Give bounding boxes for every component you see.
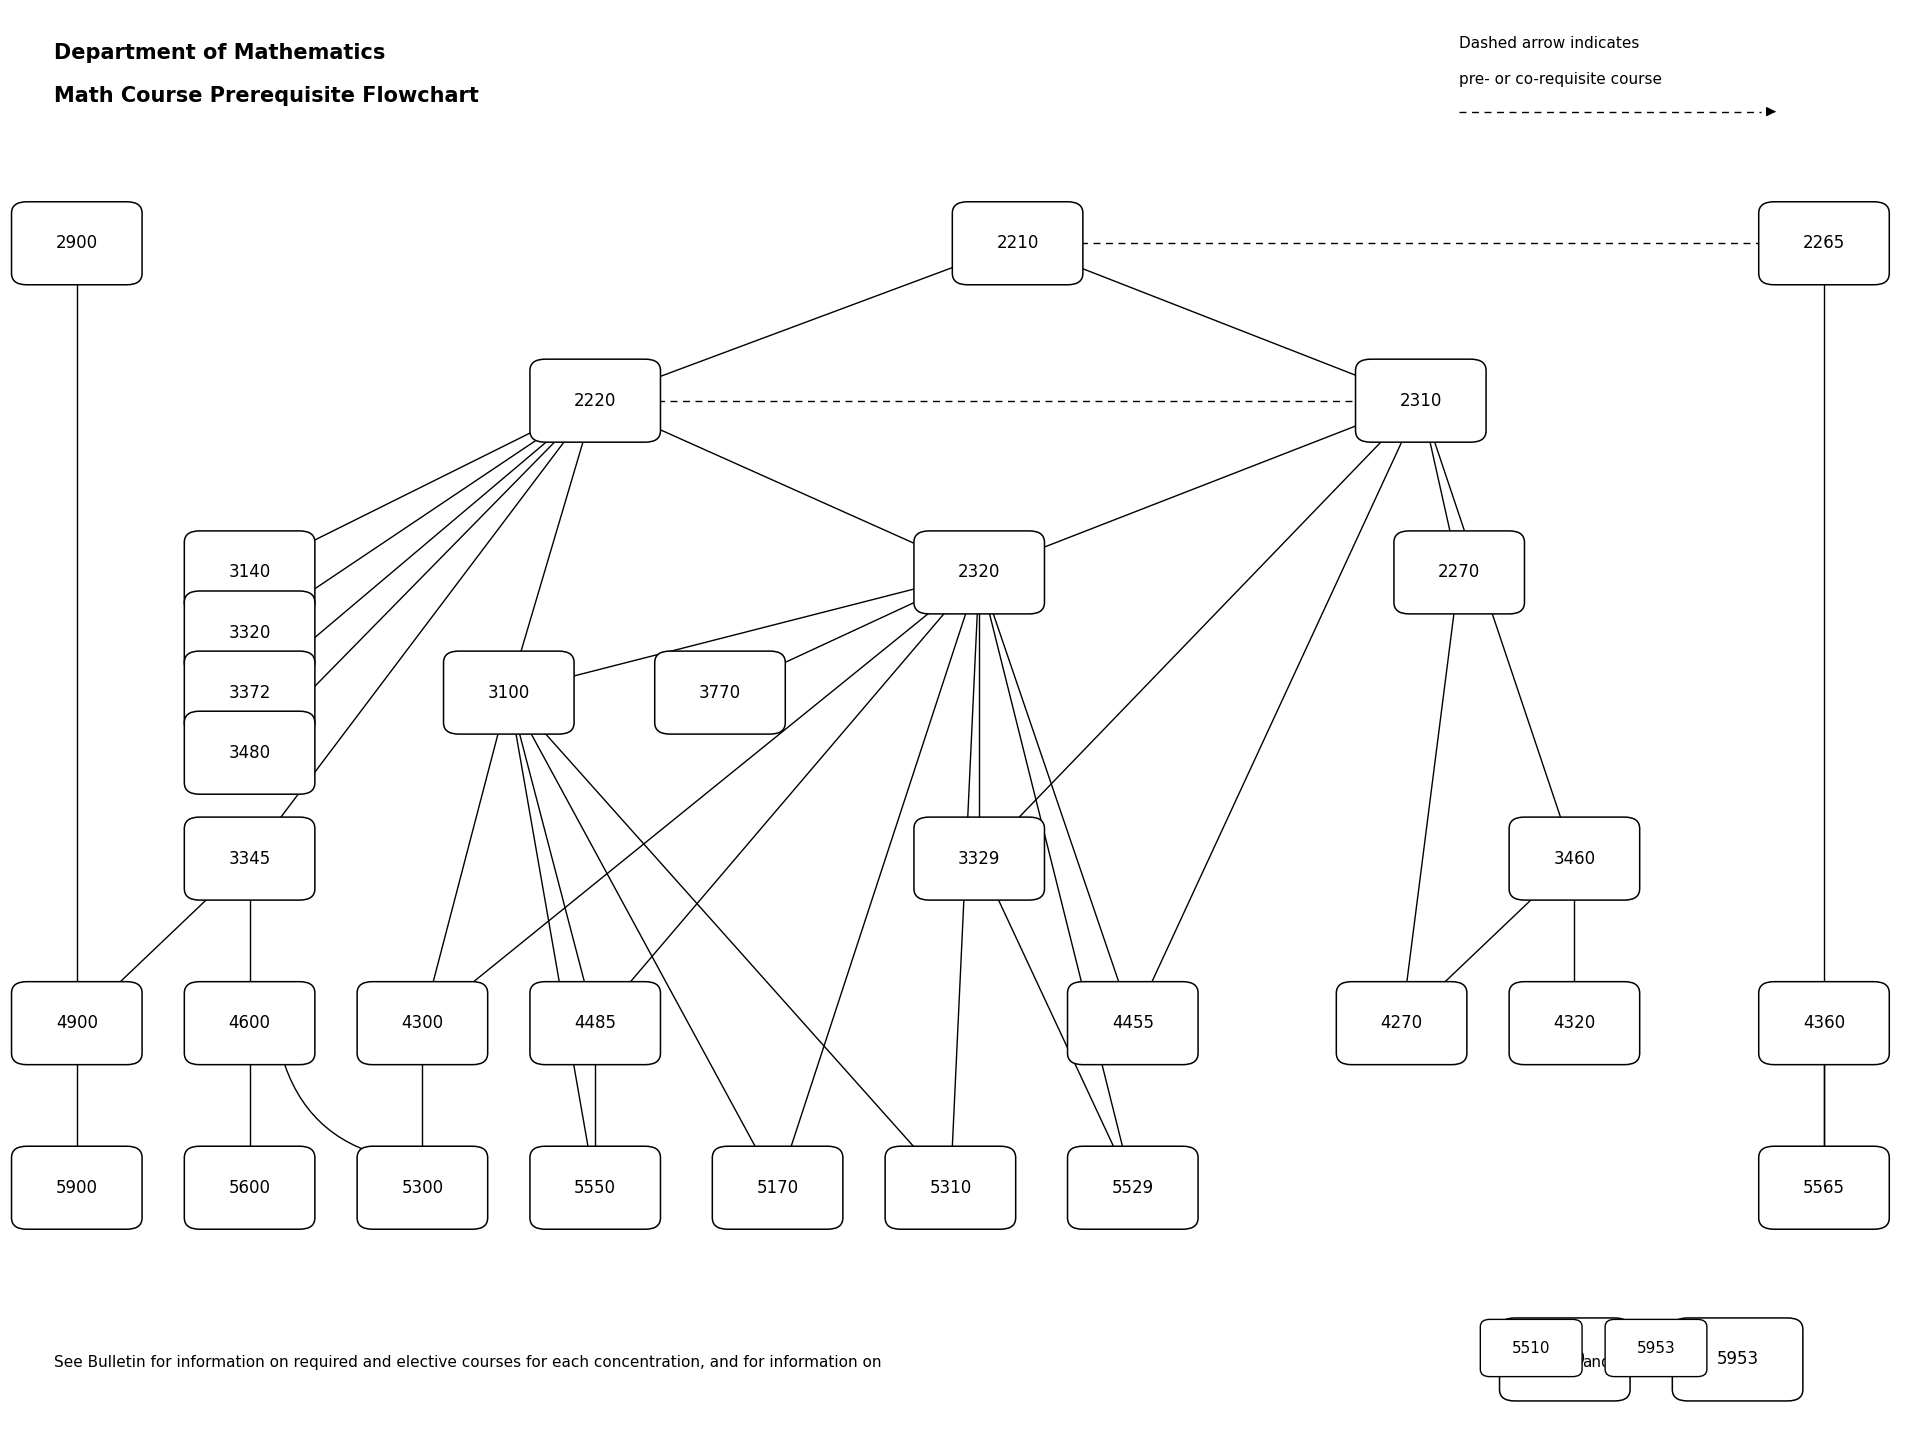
FancyBboxPatch shape bbox=[12, 1146, 142, 1229]
Text: 5310: 5310 bbox=[929, 1179, 972, 1196]
Text: 2270: 2270 bbox=[1438, 564, 1480, 581]
Text: 3345: 3345 bbox=[228, 850, 271, 867]
Text: 2310: 2310 bbox=[1400, 392, 1442, 409]
Text: 3329: 3329 bbox=[958, 850, 1000, 867]
Text: 4270: 4270 bbox=[1380, 1015, 1423, 1032]
Text: 3100: 3100 bbox=[488, 684, 530, 701]
Text: 5953: 5953 bbox=[1636, 1341, 1676, 1355]
FancyBboxPatch shape bbox=[1509, 982, 1640, 1065]
FancyBboxPatch shape bbox=[1480, 1319, 1582, 1377]
Text: 2320: 2320 bbox=[958, 564, 1000, 581]
Text: 4320: 4320 bbox=[1553, 1015, 1596, 1032]
FancyBboxPatch shape bbox=[914, 531, 1044, 614]
FancyBboxPatch shape bbox=[655, 651, 785, 734]
Text: 5170: 5170 bbox=[756, 1179, 799, 1196]
FancyBboxPatch shape bbox=[1356, 359, 1486, 442]
FancyBboxPatch shape bbox=[712, 1146, 843, 1229]
FancyBboxPatch shape bbox=[952, 202, 1083, 285]
Text: 4485: 4485 bbox=[574, 1015, 616, 1032]
FancyBboxPatch shape bbox=[184, 711, 315, 794]
FancyBboxPatch shape bbox=[1672, 1318, 1803, 1401]
Text: 3320: 3320 bbox=[228, 624, 271, 641]
FancyBboxPatch shape bbox=[184, 1146, 315, 1229]
FancyBboxPatch shape bbox=[1759, 202, 1889, 285]
FancyArrowPatch shape bbox=[282, 1056, 388, 1162]
FancyBboxPatch shape bbox=[1336, 982, 1467, 1065]
FancyBboxPatch shape bbox=[184, 982, 315, 1065]
Text: 5565: 5565 bbox=[1803, 1179, 1845, 1196]
Text: 3372: 3372 bbox=[228, 684, 271, 701]
FancyBboxPatch shape bbox=[444, 651, 574, 734]
FancyBboxPatch shape bbox=[914, 817, 1044, 900]
FancyBboxPatch shape bbox=[530, 982, 660, 1065]
Text: 3770: 3770 bbox=[699, 684, 741, 701]
Text: 4360: 4360 bbox=[1803, 1015, 1845, 1032]
Text: Department of Mathematics: Department of Mathematics bbox=[54, 43, 386, 63]
FancyBboxPatch shape bbox=[184, 817, 315, 900]
Text: 4900: 4900 bbox=[56, 1015, 98, 1032]
Text: 4455: 4455 bbox=[1112, 1015, 1154, 1032]
Text: and: and bbox=[1582, 1355, 1611, 1369]
Text: 2265: 2265 bbox=[1803, 235, 1845, 252]
Text: 4600: 4600 bbox=[228, 1015, 271, 1032]
Text: 2210: 2210 bbox=[996, 235, 1039, 252]
FancyBboxPatch shape bbox=[12, 982, 142, 1065]
Text: 5900: 5900 bbox=[56, 1179, 98, 1196]
FancyBboxPatch shape bbox=[1759, 982, 1889, 1065]
FancyBboxPatch shape bbox=[1500, 1318, 1630, 1401]
Text: 3140: 3140 bbox=[228, 564, 271, 581]
FancyBboxPatch shape bbox=[885, 1146, 1016, 1229]
Text: 5953: 5953 bbox=[1716, 1351, 1759, 1368]
Text: 5510: 5510 bbox=[1544, 1351, 1586, 1368]
FancyBboxPatch shape bbox=[184, 591, 315, 674]
Text: 5529: 5529 bbox=[1112, 1179, 1154, 1196]
FancyBboxPatch shape bbox=[357, 982, 488, 1065]
FancyBboxPatch shape bbox=[357, 1146, 488, 1229]
FancyBboxPatch shape bbox=[1605, 1319, 1707, 1377]
FancyBboxPatch shape bbox=[530, 359, 660, 442]
FancyBboxPatch shape bbox=[1759, 1146, 1889, 1229]
Text: 2900: 2900 bbox=[56, 235, 98, 252]
FancyBboxPatch shape bbox=[184, 651, 315, 734]
Text: Dashed arrow indicates: Dashed arrow indicates bbox=[1459, 36, 1640, 50]
Text: See Bulletin for information on required and elective courses for each concentra: See Bulletin for information on required… bbox=[54, 1355, 881, 1369]
Text: 5300: 5300 bbox=[401, 1179, 444, 1196]
FancyBboxPatch shape bbox=[1068, 982, 1198, 1065]
Text: 4300: 4300 bbox=[401, 1015, 444, 1032]
Text: 5510: 5510 bbox=[1511, 1341, 1551, 1355]
Text: Math Course Prerequisite Flowchart: Math Course Prerequisite Flowchart bbox=[54, 86, 478, 106]
FancyBboxPatch shape bbox=[1394, 531, 1524, 614]
FancyBboxPatch shape bbox=[1068, 1146, 1198, 1229]
FancyBboxPatch shape bbox=[530, 1146, 660, 1229]
FancyBboxPatch shape bbox=[184, 531, 315, 614]
FancyBboxPatch shape bbox=[1509, 817, 1640, 900]
Text: 3480: 3480 bbox=[228, 744, 271, 761]
Text: 3460: 3460 bbox=[1553, 850, 1596, 867]
Text: 5550: 5550 bbox=[574, 1179, 616, 1196]
Text: 5600: 5600 bbox=[228, 1179, 271, 1196]
FancyBboxPatch shape bbox=[12, 202, 142, 285]
Text: 2220: 2220 bbox=[574, 392, 616, 409]
Text: pre- or co-requisite course: pre- or co-requisite course bbox=[1459, 72, 1663, 86]
